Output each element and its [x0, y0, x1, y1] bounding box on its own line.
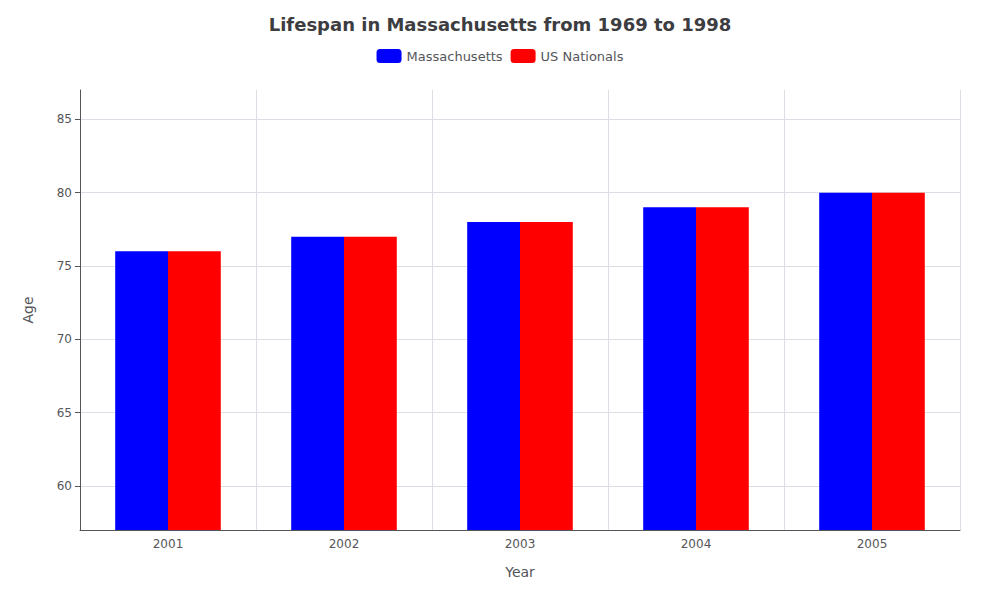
svg-text:Year: Year	[504, 564, 535, 580]
svg-text:Age: Age	[20, 296, 36, 323]
svg-text:70: 70	[57, 332, 72, 346]
svg-text:2005: 2005	[857, 537, 888, 551]
svg-text:65: 65	[57, 406, 72, 420]
svg-text:2001: 2001	[153, 537, 184, 551]
svg-text:2003: 2003	[505, 537, 536, 551]
svg-text:2004: 2004	[681, 537, 712, 551]
svg-text:US Nationals: US Nationals	[541, 49, 624, 64]
svg-text:2002: 2002	[329, 537, 360, 551]
svg-text:Massachusetts: Massachusetts	[407, 49, 503, 64]
svg-text:75: 75	[57, 259, 72, 273]
svg-text:Lifespan in Massachusetts from: Lifespan in Massachusetts from 1969 to 1…	[269, 14, 732, 35]
svg-text:85: 85	[57, 112, 72, 126]
svg-text:80: 80	[57, 186, 72, 200]
svg-text:60: 60	[57, 479, 72, 493]
